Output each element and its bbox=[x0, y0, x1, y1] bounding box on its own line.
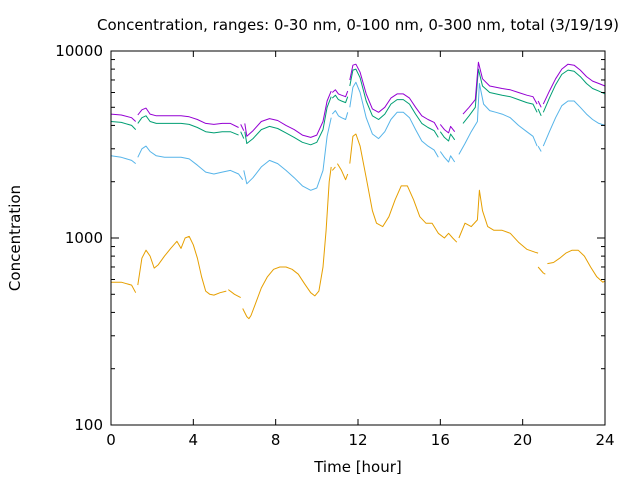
series-segment bbox=[537, 266, 546, 275]
series-segment bbox=[537, 100, 542, 108]
series-segment bbox=[227, 289, 241, 299]
series-segment bbox=[349, 81, 439, 158]
series-segment bbox=[439, 131, 456, 142]
series-segment bbox=[336, 163, 349, 181]
y-tick-label: 10000 bbox=[55, 42, 103, 60]
series-segment bbox=[331, 89, 349, 98]
x-tick-label: 4 bbox=[189, 431, 199, 449]
y-tick-label: 1000 bbox=[65, 229, 103, 247]
series-segment bbox=[242, 166, 332, 320]
series-segment bbox=[349, 68, 439, 138]
series-segment bbox=[537, 108, 542, 117]
x-tick-label: 20 bbox=[513, 431, 532, 449]
series-line-1 bbox=[111, 133, 606, 320]
series-segment bbox=[244, 96, 332, 146]
series-segment bbox=[137, 107, 239, 128]
series-segment bbox=[439, 124, 456, 134]
series-segment bbox=[462, 61, 538, 115]
series-segment bbox=[349, 63, 439, 130]
series-line-3 bbox=[110, 68, 606, 146]
series-segment bbox=[331, 94, 349, 104]
series-segment bbox=[110, 155, 137, 164]
series-segment bbox=[458, 83, 538, 155]
series-segment bbox=[349, 133, 458, 243]
series-segment bbox=[240, 131, 245, 139]
series-segment bbox=[458, 189, 539, 254]
series-segment bbox=[537, 145, 542, 152]
series-segment bbox=[244, 90, 332, 138]
series-segment bbox=[331, 166, 336, 171]
y-axis-label: Concentration bbox=[6, 185, 24, 291]
series-segment bbox=[331, 110, 349, 120]
series-segment bbox=[547, 249, 606, 283]
series-segment bbox=[542, 100, 606, 147]
series-segment bbox=[542, 63, 606, 105]
series-segment bbox=[110, 121, 137, 130]
x-tick-label: 8 bbox=[271, 431, 281, 449]
series-segment bbox=[243, 117, 332, 191]
series-segment bbox=[137, 235, 227, 296]
series-line-4 bbox=[110, 61, 606, 138]
series-segment bbox=[137, 145, 244, 180]
x-tick-label: 16 bbox=[431, 431, 450, 449]
x-tick-label: 0 bbox=[106, 431, 116, 449]
ticks-layer: 0 4 8 12 16 20 24 100 1000 10000 bbox=[55, 42, 614, 449]
series-segment bbox=[240, 124, 245, 131]
series-segment bbox=[439, 151, 456, 163]
series-segment bbox=[137, 115, 239, 136]
series-segment bbox=[542, 69, 606, 113]
chart-title: Concentration, ranges: 0-30 nm, 0-100 nm… bbox=[97, 16, 619, 34]
series-line-2 bbox=[110, 81, 606, 191]
series-layer bbox=[110, 61, 606, 320]
y-tick-label: 100 bbox=[74, 416, 103, 434]
x-axis-label: Time [hour] bbox=[313, 458, 402, 476]
series-segment bbox=[111, 281, 137, 293]
series-segment bbox=[110, 113, 137, 122]
x-tick-label: 12 bbox=[348, 431, 367, 449]
x-tick-label: 24 bbox=[595, 431, 614, 449]
plot-frame bbox=[110, 50, 606, 426]
series-segment bbox=[462, 68, 538, 124]
